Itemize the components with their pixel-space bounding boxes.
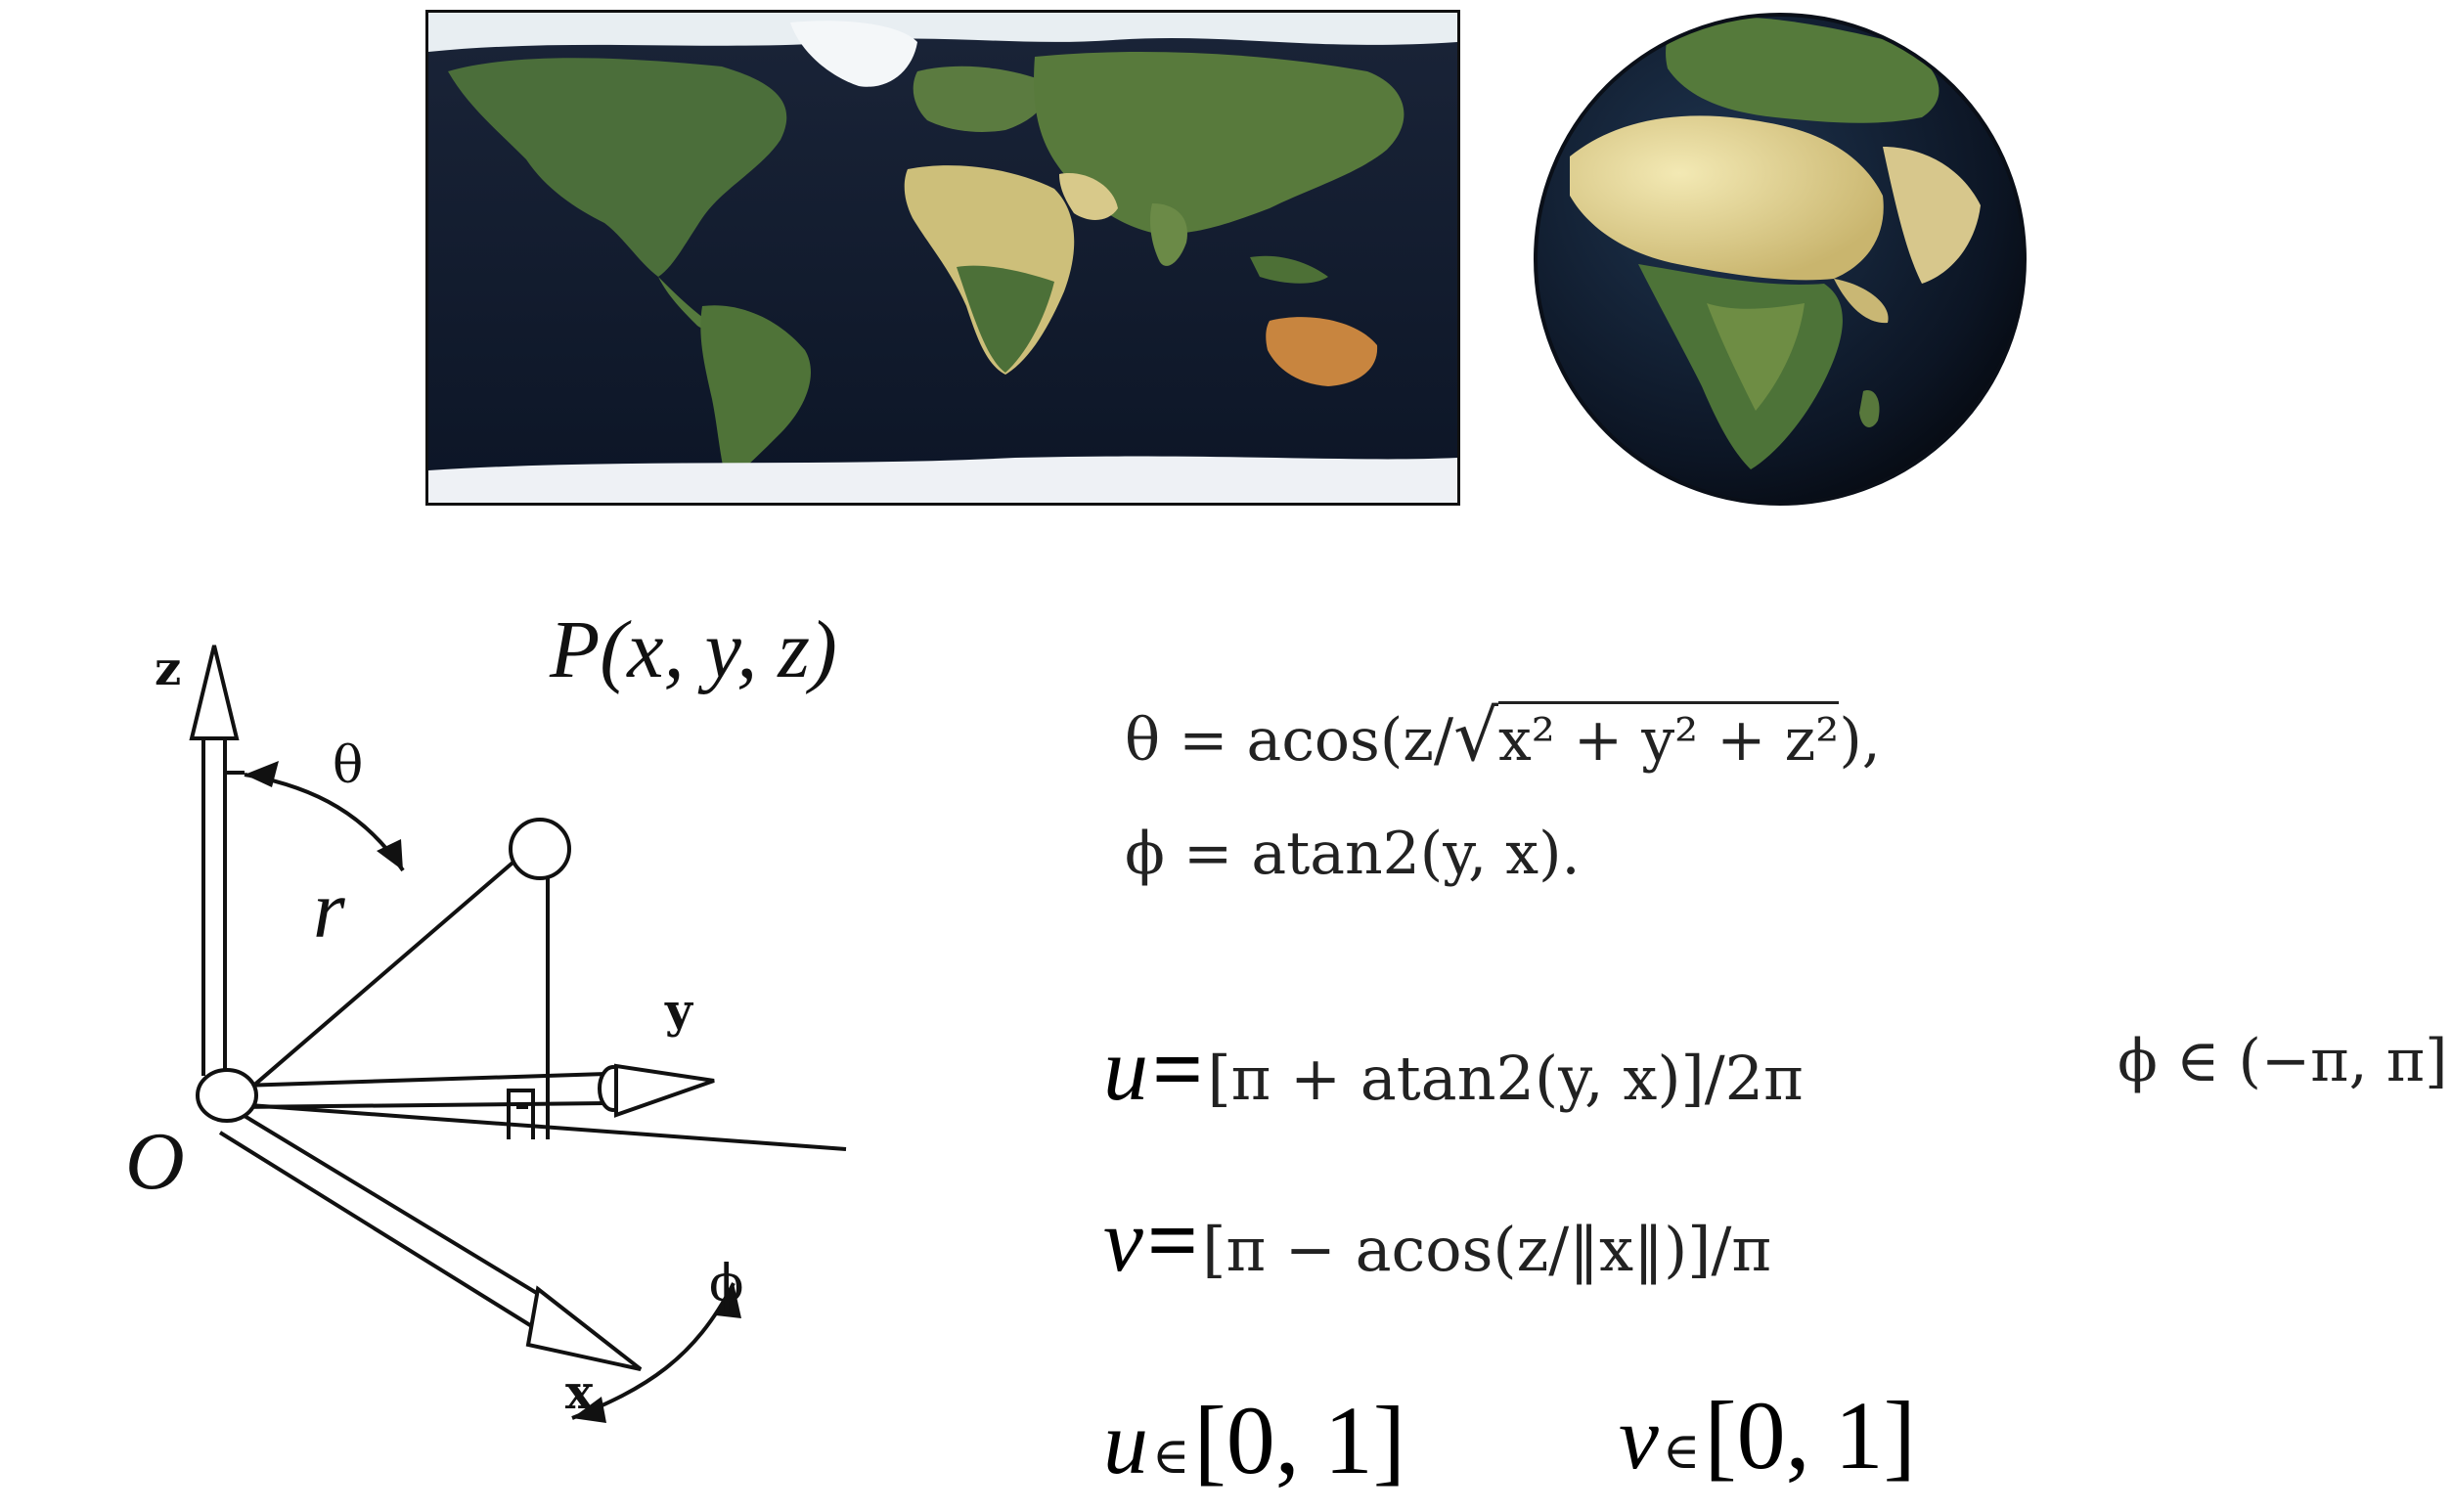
x-axis-shaft <box>233 1108 559 1308</box>
point-label: P(x, y, z) <box>549 604 837 695</box>
y-axis-shaft <box>239 1072 607 1088</box>
x-axis-arrowhead <box>525 1285 643 1371</box>
theta-equation: θ = acos(z/√x² + y² + z²), <box>1125 694 1881 777</box>
right-angle-marker <box>507 1089 535 1139</box>
sqrt-sign: √ <box>1453 694 1498 777</box>
origin-label: O <box>125 1116 185 1207</box>
theta-equation-lhs: θ = acos(z/ <box>1125 706 1454 775</box>
theta-arc <box>244 773 405 872</box>
x-axis-label: x <box>565 1365 594 1420</box>
v-expression: [π − acos(z/‖x‖)]/π <box>1202 1214 1772 1285</box>
z-axis-label: z <box>155 642 181 696</box>
u-range-element-of: ∈ <box>1152 1427 1190 1486</box>
v-range: v ∈ [0, 1] <box>1619 1379 1916 1491</box>
y-axis-label: y <box>664 984 694 1039</box>
u-equation: u = [π + atan2(y, x)]/2π <box>1103 1017 1804 1121</box>
world-map-icon <box>428 13 1457 503</box>
v-equals: = <box>1146 1190 1199 1290</box>
v-range-value: [0, 1] <box>1704 1381 1916 1490</box>
globe-icon <box>1534 13 2027 506</box>
u-range-value: [0, 1] <box>1193 1386 1406 1494</box>
z-axis-arrowhead <box>189 645 240 740</box>
globe-image <box>1531 10 2029 509</box>
theta-equation-rhs: ), <box>1839 706 1881 775</box>
point-p-marker <box>509 818 571 880</box>
u-expression: [π + atan2(y, x)]/2π <box>1207 1043 1804 1114</box>
phi-range: ϕ ∈ (−π, π] <box>2118 1027 2448 1095</box>
phi-label: ϕ <box>709 1255 743 1313</box>
y-axis-shaft-inner <box>242 1101 607 1109</box>
u-range-variable: u <box>1103 1393 1148 1492</box>
u-range: u ∈ [0, 1] <box>1103 1384 1405 1496</box>
phi-equation: ϕ = atan2(y, x). <box>1125 820 1581 888</box>
u-equals: = <box>1152 1019 1204 1119</box>
theta-equation-radicand: x² + y² + z² <box>1497 701 1840 775</box>
v-range-element-of: ∈ <box>1662 1422 1701 1481</box>
radius-line <box>243 844 534 1095</box>
theta-label: θ <box>333 736 363 795</box>
v-variable: v <box>1103 1190 1143 1290</box>
origin-marker <box>196 1068 258 1123</box>
v-range-variable: v <box>1619 1388 1659 1488</box>
world-map-image <box>425 10 1460 506</box>
x-axis-shaft-inner <box>218 1131 540 1332</box>
u-variable: u <box>1103 1019 1148 1119</box>
coordinate-axes-diagram: z y x θ ϕ r O P(x, y, z) <box>125 604 847 1423</box>
v-equation: v = [π − acos(z/‖x‖)]/π <box>1103 1188 1771 1292</box>
radius-label: r <box>313 865 345 956</box>
y-axis-arrowhead <box>614 1063 715 1118</box>
spherical-coordinate-diagram: z y x θ ϕ r O P(x, y, z) <box>98 587 978 1467</box>
